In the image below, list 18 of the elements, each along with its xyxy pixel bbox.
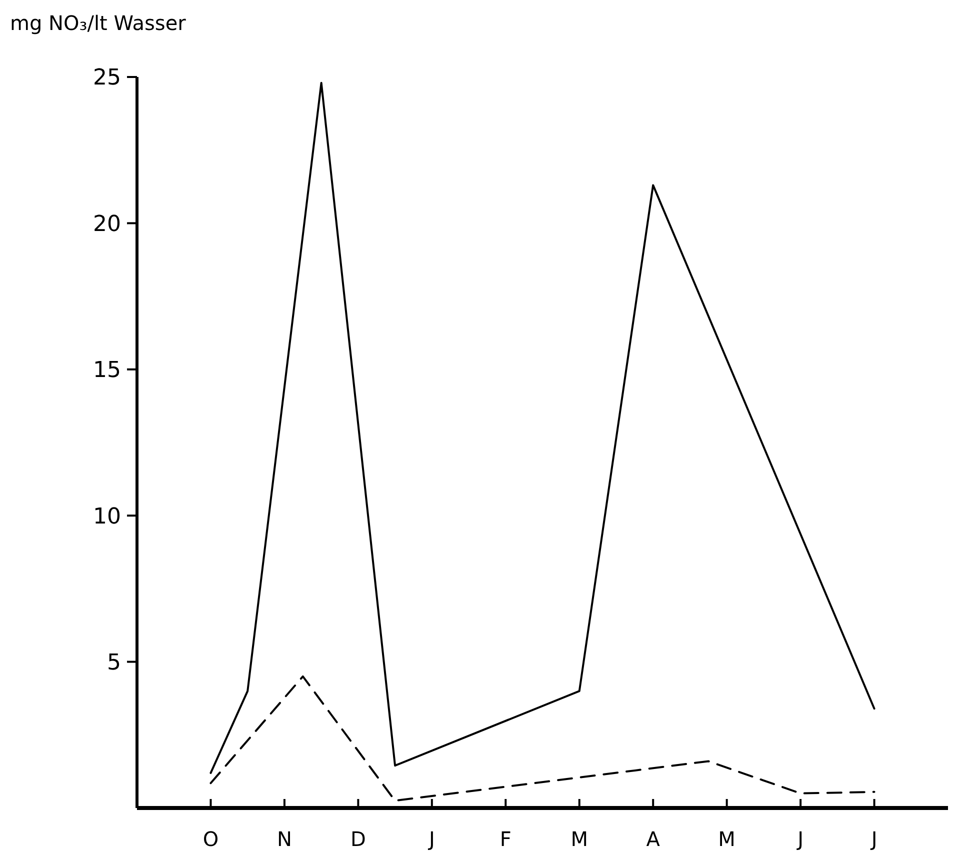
y-tick-label: 20 [93, 212, 121, 237]
y-tick-label: 10 [93, 504, 121, 530]
x-tick-label: N [276, 827, 292, 851]
y-tick-label: 5 [107, 650, 121, 676]
y-tick-label: 15 [93, 358, 121, 384]
y-tick-label: 25 [93, 66, 121, 91]
x-tick-label: O [202, 827, 219, 851]
x-tick-label: A [646, 827, 660, 851]
x-tick-label: J [796, 827, 804, 851]
y-axis-title: mg NO₃/lt Wasser [10, 11, 187, 35]
x-tick-label: J [426, 827, 435, 851]
x-tick-label: M [718, 827, 736, 851]
x-tick-label: J [869, 827, 878, 851]
line-series [210, 82, 876, 774]
x-tick-label: F [500, 827, 512, 851]
x-tick-label: D [350, 827, 366, 851]
x-tick-label: M [570, 827, 588, 851]
line-series [210, 675, 876, 802]
